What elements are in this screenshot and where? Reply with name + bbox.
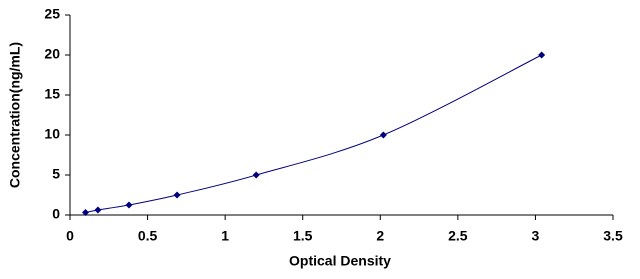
x-axis-label: Optical Density — [289, 253, 391, 269]
point — [82, 209, 90, 217]
x-tick-label: 3 — [532, 228, 540, 244]
y-axis-label: Concentration(ng/mL) — [7, 42, 23, 188]
point — [173, 191, 181, 199]
point — [538, 51, 546, 59]
x-tick-label: 1.5 — [293, 228, 313, 244]
x-tick-label: 2.5 — [448, 228, 468, 244]
x-tick-label: 0.5 — [138, 228, 158, 244]
point — [125, 201, 133, 209]
y-tick-label: 20 — [44, 46, 60, 62]
point — [252, 171, 260, 179]
y-tick-label: 5 — [52, 166, 60, 182]
y-tick-label: 0 — [52, 206, 60, 222]
point — [379, 131, 387, 139]
x-tick-label: 0 — [66, 228, 74, 244]
x-tick-label: 2 — [376, 228, 384, 244]
curve — [85, 54, 542, 214]
y-tick-label: 15 — [44, 86, 60, 102]
y-tick-label: 25 — [44, 6, 60, 22]
x-tick-label: 3.5 — [603, 228, 623, 244]
y-tick-label: 10 — [44, 126, 60, 142]
point — [94, 206, 102, 214]
x-tick-label: 1 — [221, 228, 229, 244]
